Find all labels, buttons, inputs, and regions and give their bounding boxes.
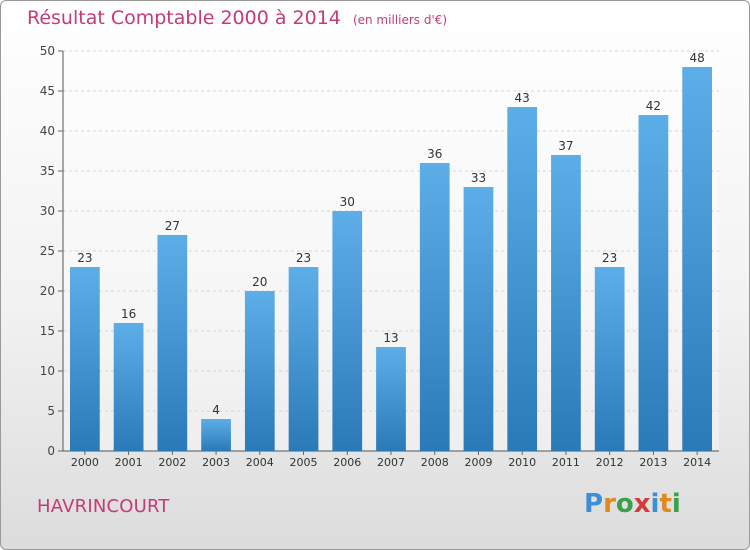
bar (332, 211, 363, 451)
logo-letter: t (659, 489, 672, 519)
data-label: 27 (165, 219, 180, 233)
logo-letter: x (633, 489, 651, 519)
y-tick-label: 50 (40, 44, 55, 58)
data-label: 23 (602, 251, 617, 265)
data-label: 43 (515, 91, 530, 105)
x-tick-label: 2007 (377, 456, 405, 469)
bar (638, 115, 669, 451)
logo-letter: r (603, 489, 616, 519)
logo-letter: i (671, 489, 681, 519)
data-label: 20 (252, 275, 267, 289)
y-tick-label: 40 (40, 124, 55, 138)
bar (69, 267, 100, 451)
logo-letter: i (650, 489, 660, 519)
bar (419, 163, 450, 451)
chart-subtitle: (en milliers d'€) (352, 13, 448, 27)
bar (551, 155, 581, 451)
bar (157, 235, 188, 451)
data-label: 30 (340, 195, 355, 209)
y-tick-label: 25 (40, 244, 55, 258)
data-label: 37 (558, 139, 573, 153)
data-label: 23 (77, 251, 92, 265)
y-tick-label: 10 (40, 364, 55, 378)
bar (201, 419, 231, 451)
y-tick-label: 5 (47, 404, 55, 418)
y-tick-label: 30 (40, 204, 55, 218)
x-tick-label: 2009 (464, 456, 492, 469)
x-tick-label: 2011 (552, 456, 580, 469)
x-tick-label: 2002 (158, 456, 186, 469)
logo-letter: o (615, 489, 634, 519)
data-label: 36 (427, 147, 442, 161)
data-label: 42 (646, 99, 661, 113)
x-tick-label: 2004 (246, 456, 274, 469)
commune-name: HAVRINCOURT (37, 496, 170, 517)
x-tick-label: 2014 (683, 456, 711, 469)
bar (113, 323, 144, 451)
bar (594, 267, 625, 451)
x-tick-label: 2003 (202, 456, 230, 469)
x-tick-label: 2005 (290, 456, 318, 469)
y-tick-label: 0 (47, 444, 55, 458)
bar (288, 267, 319, 451)
bar (463, 187, 494, 451)
x-tick-label: 2008 (421, 456, 449, 469)
y-tick-label: 15 (40, 324, 55, 338)
bar (507, 107, 538, 451)
proxiti-logo[interactable]: Proxiti (584, 489, 681, 519)
data-label: 23 (296, 251, 311, 265)
data-label: 13 (383, 331, 398, 345)
data-label: 4 (212, 403, 220, 417)
x-tick-label: 2006 (333, 456, 361, 469)
y-tick-label: 45 (40, 84, 55, 98)
chart-title: Résultat Comptable 2000 à 2014 (en milli… (27, 7, 447, 29)
data-label: 33 (471, 171, 486, 185)
chart-title-text: Résultat Comptable 2000 à 2014 (27, 7, 341, 29)
bar (682, 67, 713, 451)
x-tick-label: 2013 (639, 456, 667, 469)
y-tick-label: 20 (40, 284, 55, 298)
x-tick-label: 2010 (508, 456, 536, 469)
x-tick-label: 2000 (71, 456, 99, 469)
x-tick-label: 2001 (115, 456, 143, 469)
bar (244, 291, 275, 451)
data-label: 48 (689, 51, 704, 65)
y-tick-label: 35 (40, 164, 55, 178)
logo-letter: P (584, 489, 604, 519)
data-label: 16 (121, 307, 136, 321)
x-tick-label: 2012 (596, 456, 624, 469)
bar (376, 347, 406, 451)
